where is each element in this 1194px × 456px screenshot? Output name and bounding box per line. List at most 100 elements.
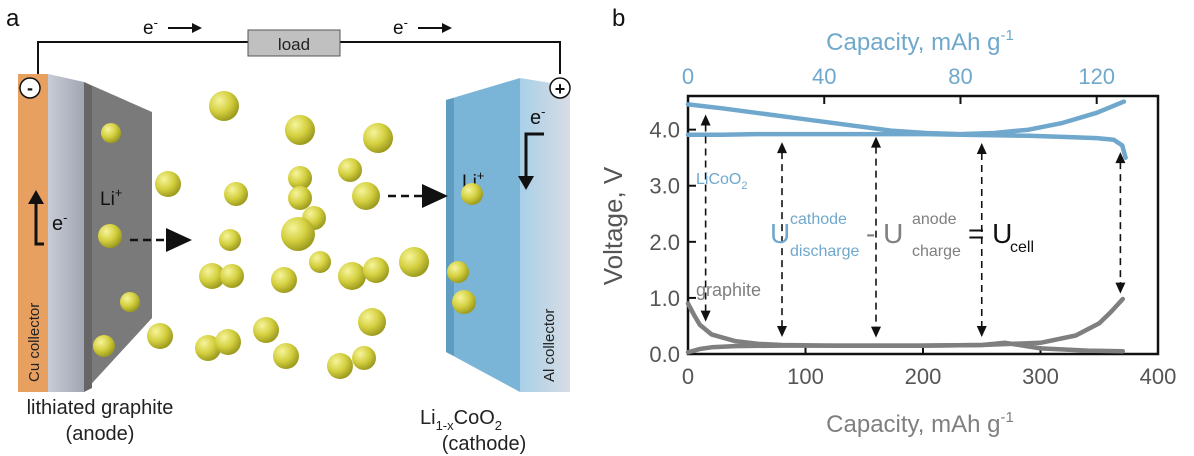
li-ion-particle: [220, 264, 244, 288]
ion-arrow-cathode-head: [422, 184, 448, 208]
li-ion-particle: [399, 247, 429, 277]
x-axis-bottom-title: Capacity, mAh g-1: [826, 409, 1014, 438]
cathode-electron-arrow: [524, 132, 544, 182]
li-ion-particle: [288, 166, 312, 190]
x-top-tick-label: 120: [1078, 64, 1115, 89]
li-ion-particle: [195, 335, 221, 361]
li-ion-particle: [338, 262, 366, 290]
x-bottom-tick-label: 300: [1022, 364, 1059, 389]
cathode-slab: [446, 78, 520, 392]
x-bottom-tick-label: 400: [1140, 364, 1177, 389]
cu-collector: [18, 74, 48, 392]
licoo2-label: LiCoO2: [696, 171, 747, 192]
plus-terminal: [549, 77, 571, 99]
panel-a: a load e- e- Cu collector - Al collector…: [6, 5, 571, 455]
voltage-arrow-head-down: [777, 326, 787, 338]
cu-collector-edge: [48, 74, 84, 392]
cathode-formula: Li1-xCoO2: [420, 407, 502, 433]
series-line-1: [685, 99, 1127, 137]
li-ion-particle: [358, 308, 386, 336]
electron-label-right: e-: [393, 15, 408, 39]
eq-cell-sub: cell: [1010, 239, 1034, 256]
eq-charge-sub: charge: [912, 243, 961, 260]
li-ion-particle: [271, 267, 297, 293]
series-line-4: [685, 340, 1126, 355]
voltage-arrows: [700, 114, 1126, 338]
li-ion-particle: [461, 183, 483, 205]
electron-label-left: e-: [143, 15, 158, 39]
y-tick-label: 3.0: [649, 174, 680, 199]
load-box: [247, 29, 341, 57]
li-ion-particle: [447, 261, 469, 283]
eq-discharge-sub: discharge: [790, 243, 859, 260]
voltage-arrow-head-down: [1115, 282, 1126, 294]
cathode-electron-label: e-: [530, 104, 545, 129]
anode-electron-arrowhead: [28, 190, 44, 204]
voltage-arrow-head-down: [700, 310, 711, 322]
li-ion-particle: [288, 186, 312, 210]
curves: [685, 99, 1128, 355]
ion-arrow-anode-head: [166, 228, 192, 252]
li-ion-particle: [101, 123, 121, 143]
li-ion-particle: [352, 346, 376, 370]
li-ion-particle: [338, 158, 362, 182]
li-ion-particle: [219, 229, 241, 251]
eq-equals-u: = U: [968, 218, 1012, 249]
anode-electron-arrow: [34, 198, 44, 246]
cu-collector-label: Cu collector: [26, 303, 43, 382]
x-axis-top: 0 40 80 120: [682, 64, 1115, 104]
x-top-tick-label: 80: [948, 64, 972, 89]
x-bottom-tick-label: 200: [905, 364, 942, 389]
voltage-arrow-head-up: [871, 136, 881, 148]
cathode-caption-line2: (cathode): [442, 433, 527, 455]
anode-caption-line2: (anode): [66, 423, 135, 445]
al-collector: [520, 78, 570, 392]
x-axis-top-title: Capacity, mAh g-1: [826, 27, 1014, 56]
li-ion-label-anode: Li+: [100, 185, 122, 210]
li-ion-particle: [281, 217, 315, 251]
panel-b-label: b: [612, 5, 625, 32]
cathode-electron-arrowhead: [518, 176, 534, 190]
series-line-3: [685, 296, 1126, 348]
li-ion-particle: [224, 182, 248, 206]
y-axis: 0.0 1.0 2.0 3.0 4.0: [649, 118, 696, 367]
li-ion-particle: [215, 329, 241, 355]
li-ion-particle: [285, 115, 315, 145]
x-top-tick-label: 40: [812, 64, 836, 89]
y-tick-label: 0.0: [649, 342, 680, 367]
plus-sign: +: [555, 79, 566, 99]
li-ion-particle: [352, 182, 380, 210]
voltage-arrow-head-down: [871, 326, 881, 338]
minus-terminal: [19, 77, 41, 99]
eq-anode-sup: anode: [912, 211, 957, 228]
voltage-arrow-head-up: [700, 114, 711, 126]
minus-sign: -: [27, 78, 33, 98]
li-ion-particle: [199, 263, 225, 289]
li-ion-particle: [93, 335, 115, 357]
graphite-label: graphite: [696, 280, 761, 300]
y-tick-label: 1.0: [649, 286, 680, 311]
li-ion-particle: [253, 317, 279, 343]
voltage-arrow-head-up: [976, 143, 987, 155]
y-axis-title: Voltage, V: [598, 166, 628, 285]
li-ion-particle: [155, 171, 181, 197]
cathode-slab-shade: [446, 98, 454, 356]
eq-minus-u: - U: [866, 218, 903, 249]
voltage-arrow-head-down: [976, 326, 987, 338]
x-bottom-tick-label: 0: [682, 364, 694, 389]
cell-voltage-equation: U cathode discharge - U anode charge = U…: [770, 211, 1034, 260]
li-ion-particle: [120, 292, 140, 312]
anode-electron-label: e-: [52, 210, 67, 235]
x-axis-bottom: 0 100 200 300 400: [682, 346, 1176, 389]
panel-a-label: a: [6, 5, 20, 32]
li-ion-particle: [273, 343, 299, 369]
li-ion-particle: [147, 323, 173, 349]
anode-slab-shade: [84, 82, 92, 392]
x-bottom-tick-label: 100: [787, 364, 824, 389]
li-ion-particle: [327, 353, 353, 379]
anode-caption-line1: lithiated graphite: [27, 397, 174, 419]
series-line-2: [685, 131, 1128, 160]
li-ion-particle: [363, 123, 393, 153]
li-ion-particle: [452, 290, 476, 314]
